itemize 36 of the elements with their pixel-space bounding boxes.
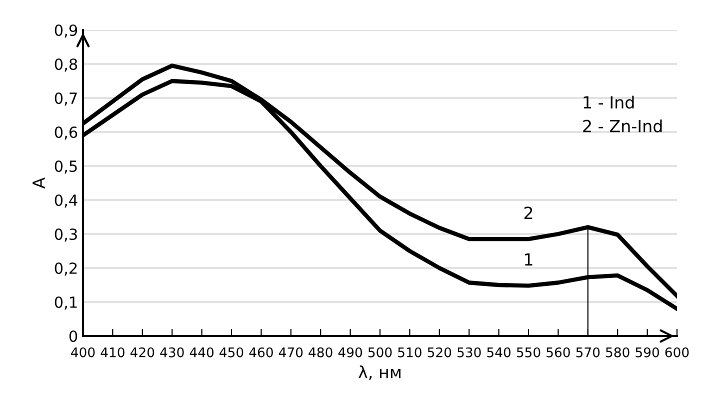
x-tick-label: 570: [576, 347, 600, 358]
y-tick-label: 0,8: [54, 58, 78, 72]
x-tick-label: 480: [308, 347, 332, 358]
x-tick-label: 540: [487, 347, 511, 358]
x-tick-label: 440: [190, 347, 214, 358]
x-tick-label: 400: [71, 347, 95, 358]
y-tick-label: 0,6: [54, 126, 78, 140]
y-tick-label: 0,5: [54, 160, 77, 174]
x-tick-label: 560: [546, 347, 570, 358]
x-tick-label: 550: [516, 347, 540, 358]
x-tick-label: 520: [428, 347, 452, 358]
x-tick-label: 580: [606, 347, 630, 358]
x-tick-label: 460: [249, 347, 273, 358]
y-tick-label: 0,3: [54, 228, 77, 242]
annotation: 2: [524, 206, 532, 219]
x-tick-label: 490: [338, 347, 362, 358]
y-axis-title: A: [32, 177, 45, 189]
x-tick-label: 590: [636, 347, 660, 358]
annotation: 1 - Ind 2 - Zn-Ind: [583, 96, 662, 132]
x-tick-label: 510: [398, 347, 422, 358]
x-tick-label: 430: [160, 347, 184, 358]
x-tick-label: 420: [130, 347, 154, 358]
annotation: 1: [525, 253, 532, 266]
y-tick-label: 0: [69, 330, 78, 342]
y-tick-label: 0,4: [54, 194, 78, 208]
x-tick-label: 450: [220, 347, 244, 358]
y-tick-label: 0,7: [54, 92, 77, 106]
x-tick-label: 600: [665, 347, 689, 358]
y-tick-label: 0,9: [54, 24, 78, 38]
x-tick-label: 530: [458, 347, 481, 358]
x-tick-label: 470: [278, 347, 303, 358]
x-tick-label: 500: [368, 347, 392, 358]
x-tick-label: 410: [100, 347, 124, 358]
x-axis-title: λ, нм: [358, 365, 400, 380]
y-tick-label: 0,1: [54, 296, 77, 310]
y-tick-label: 0,2: [54, 262, 77, 276]
